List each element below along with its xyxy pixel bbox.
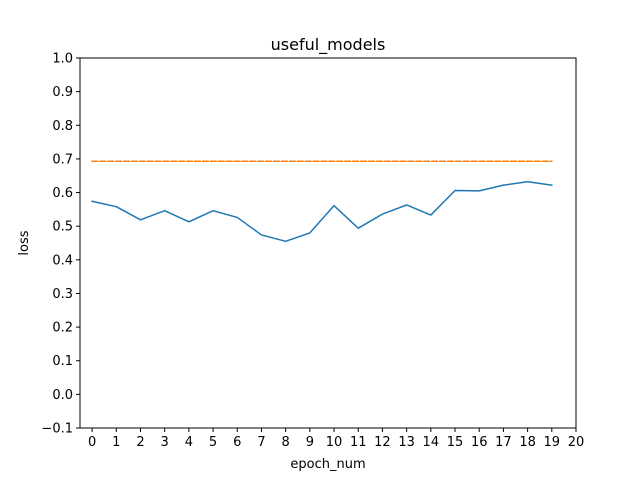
y-tick-label: 0.0 bbox=[52, 388, 73, 403]
y-tick-label: 0.8 bbox=[52, 119, 73, 134]
x-axis: 0 1 2 3 4 5 6 7 8 9 10 11 12 13 14 15 16 17 18 19 20 bbox=[88, 428, 584, 450]
y-tick-label: 0.6 bbox=[52, 186, 73, 201]
x-tick-label: 10 bbox=[326, 435, 343, 450]
x-tick-label: 5 bbox=[209, 435, 217, 450]
y-tick-label: 0.3 bbox=[52, 287, 73, 302]
x-tick-label: 14 bbox=[423, 435, 440, 450]
x-tick-label: 12 bbox=[374, 435, 391, 450]
x-tick-label: 3 bbox=[161, 435, 169, 450]
y-tick-label: −0.1 bbox=[41, 422, 73, 437]
x-tick-label: 16 bbox=[471, 435, 488, 450]
x-tick-label: 2 bbox=[136, 435, 144, 450]
y-axis: −0.1 0.0 0.1 0.2 0.3 0.4 0.5 0.6 0.7 0.8 0.9 1.0 bbox=[41, 52, 80, 437]
x-tick-label: 13 bbox=[398, 435, 415, 450]
x-tick-label: 15 bbox=[447, 435, 464, 450]
y-tick-label: 1.0 bbox=[52, 52, 73, 67]
y-tick-label: 0.9 bbox=[52, 85, 73, 100]
x-tick-label: 19 bbox=[544, 435, 561, 450]
y-tick-label: 0.2 bbox=[52, 321, 73, 336]
y-axis-label: loss bbox=[17, 230, 32, 255]
plot-frame bbox=[79, 57, 577, 429]
x-tick-label: 17 bbox=[495, 435, 512, 450]
loss-line bbox=[91, 181, 553, 243]
x-tick-label: 11 bbox=[350, 435, 367, 450]
x-tick-label: 20 bbox=[568, 435, 585, 450]
chart-title: useful_models bbox=[271, 35, 386, 55]
y-tick-label: 0.5 bbox=[52, 220, 73, 235]
x-tick-label: 9 bbox=[306, 435, 314, 450]
x-axis-label: epoch_num bbox=[290, 457, 365, 472]
y-tick-label: 0.7 bbox=[52, 152, 73, 167]
x-tick-label: 8 bbox=[282, 435, 290, 450]
y-tick-label: 0.1 bbox=[52, 354, 73, 369]
x-tick-label: 18 bbox=[519, 435, 536, 450]
y-tick-label: 0.4 bbox=[52, 253, 73, 268]
x-tick-label: 6 bbox=[233, 435, 241, 450]
plot-layer bbox=[91, 160, 553, 243]
x-tick-label: 4 bbox=[185, 435, 193, 450]
x-tick-label: 0 bbox=[88, 435, 96, 450]
x-tick-label: 7 bbox=[257, 435, 265, 450]
x-tick-label: 1 bbox=[112, 435, 120, 450]
